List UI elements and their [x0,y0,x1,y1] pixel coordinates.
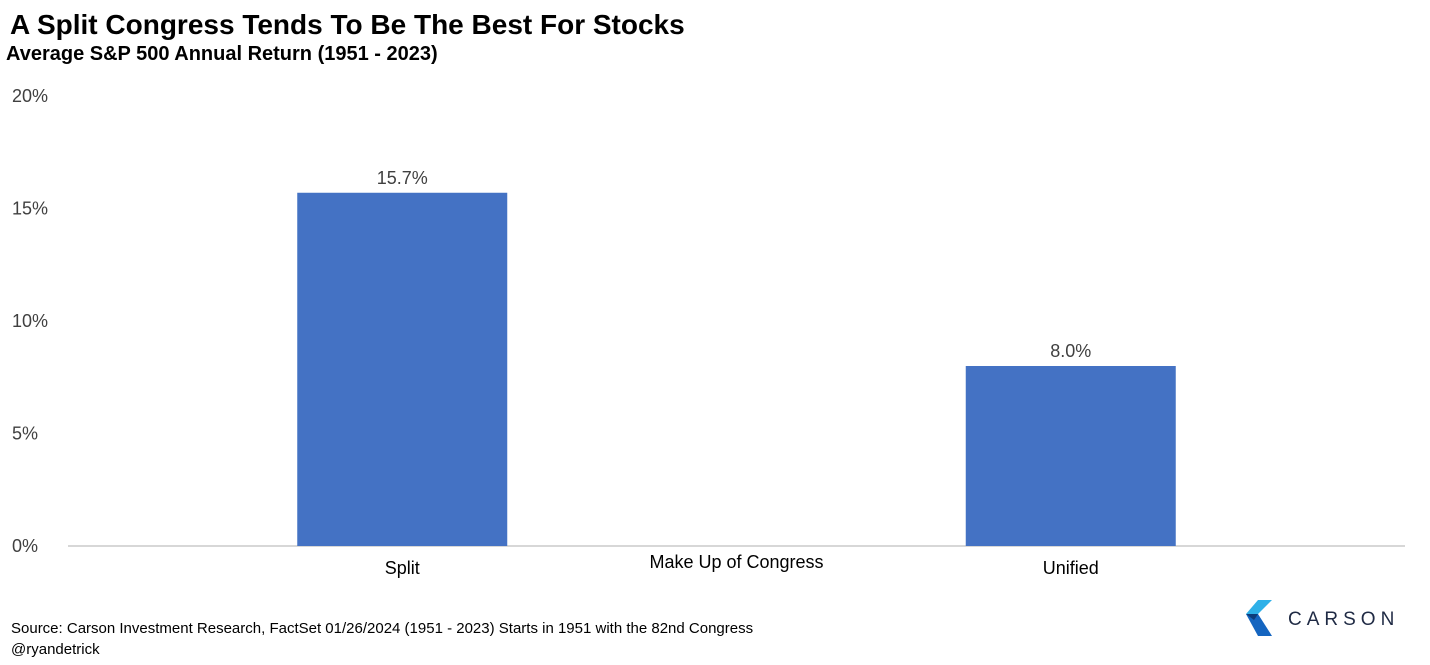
bar-chart: 0% 5% 10% 15% 20% 15.7% Split 8.0% Unified Make U… [12,86,1405,578]
carson-chevron-logo-icon [1246,600,1272,636]
data-label: 15.7% [377,168,428,188]
chart-subtitle: Average S&P 500 Annual Return (1951 - 20… [6,43,438,65]
y-tick-label: 0% [12,536,38,556]
author-handle: @ryandetrick [11,641,100,658]
y-tick-label: 10% [12,311,48,331]
bar [297,192,508,546]
x-tick-label: Unified [1043,558,1099,578]
y-tick-label: 5% [12,424,38,444]
logo-text: CARSON [1288,609,1400,630]
bar [965,366,1176,546]
x-tick-label: Split [385,558,420,578]
y-tick-label: 20% [12,86,48,106]
chart-title: A Split Congress Tends To Be The Best Fo… [10,9,685,40]
x-axis-title: Make Up of Congress [649,552,823,572]
source-note: Source: Carson Investment Research, Fact… [11,620,754,637]
y-tick-label: 15% [12,199,48,219]
carson-logo: CARSON [1246,600,1406,640]
data-label: 8.0% [1050,341,1091,361]
